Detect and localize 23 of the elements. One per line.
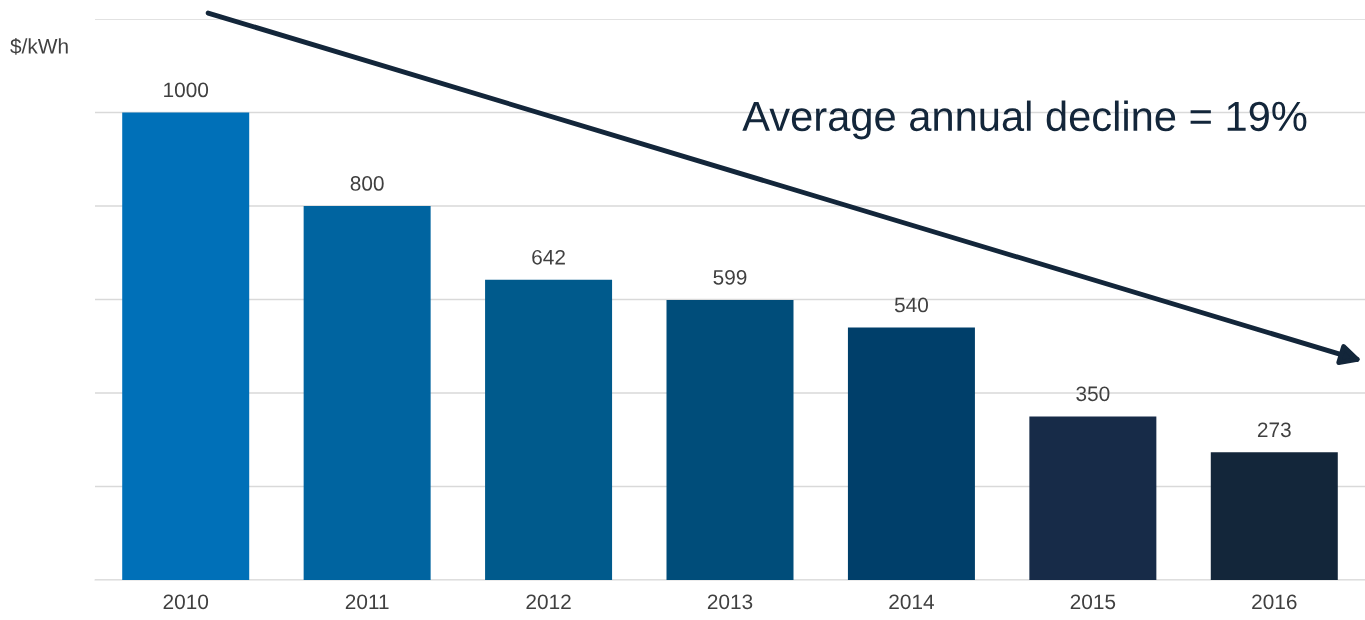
bar: [303, 206, 431, 580]
bar: [847, 327, 975, 580]
bar: [1210, 452, 1338, 580]
x-tick-label: 2016: [1252, 594, 1297, 610]
data-label: 540: [894, 297, 928, 313]
x-tick-label: 2014: [889, 594, 934, 610]
data-label: 273: [1257, 422, 1291, 438]
bar: [122, 112, 250, 580]
x-tick-label: 2013: [707, 594, 753, 610]
bar: [485, 279, 613, 580]
data-label: 599: [713, 269, 747, 285]
bar: [666, 299, 794, 580]
x-tick-label: 2012: [526, 594, 571, 610]
x-tick-label: 2015: [1070, 594, 1116, 610]
bar: [1029, 416, 1157, 580]
data-label: 350: [1076, 386, 1110, 402]
data-label: 1000: [164, 82, 209, 98]
annotation: Average annual decline = 19%: [742, 100, 1307, 140]
data-label: 642: [532, 249, 565, 265]
x-tick-label: 2010: [163, 594, 209, 610]
data-label: 800: [350, 176, 384, 191]
y-axis-title: $/kWh: [10, 37, 68, 55]
x-tick-label: 2011: [345, 594, 389, 610]
